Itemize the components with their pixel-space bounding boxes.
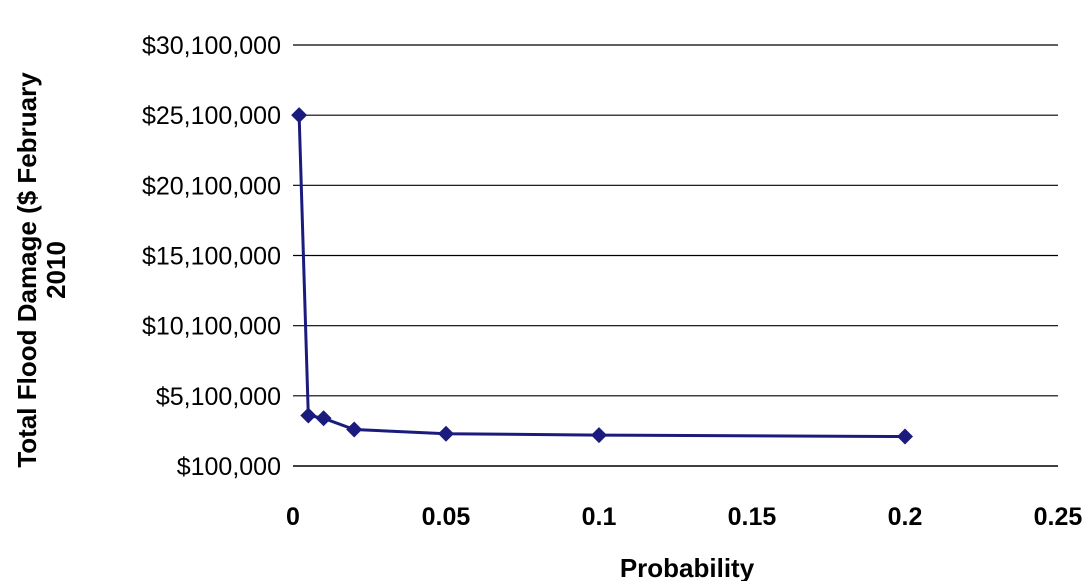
y-tick-label: $30,100,000 — [142, 32, 281, 60]
data-point — [438, 425, 454, 442]
data-point — [346, 421, 363, 438]
data-point — [300, 407, 317, 424]
data-point — [315, 410, 332, 427]
y-tick-label: $25,100,000 — [142, 102, 281, 130]
y-axis-title-line: Total Flood Damage ($ February — [12, 72, 42, 468]
y-tick-label: $100,000 — [177, 453, 281, 481]
data-series — [291, 107, 913, 445]
x-tick-label: 0 — [286, 503, 300, 531]
grid-lines — [293, 44, 1058, 397]
y-tick-label: $20,100,000 — [142, 172, 281, 200]
data-point — [291, 107, 308, 124]
x-tick-label: 0.25 — [1034, 503, 1083, 531]
series-line — [297, 115, 906, 439]
x-tick-label: 0.15 — [728, 503, 777, 531]
y-tick-label: $10,100,000 — [142, 313, 281, 341]
data-point — [897, 428, 913, 445]
x-tick-labels: 0 0.05 0.1 0.15 0.2 0.25 — [286, 503, 1082, 531]
y-tick-labels: $100,000 $5,100,000 $10,100,000 $15,100,000… — [142, 32, 281, 481]
y-tick-label: $15,100,000 — [142, 243, 281, 271]
x-tick-label: 0.1 — [582, 503, 617, 531]
y-tick-label: $5,100,000 — [156, 383, 281, 411]
x-tick-label: 0.05 — [422, 503, 471, 531]
data-point — [591, 427, 607, 444]
y-axis-title-line: 2010 — [41, 241, 71, 299]
x-tick-label: 0.2 — [888, 503, 923, 531]
y-axis-title: Total Flood Damage ($ February2010 — [12, 72, 71, 468]
x-axis-title: Probability — [620, 553, 755, 581]
